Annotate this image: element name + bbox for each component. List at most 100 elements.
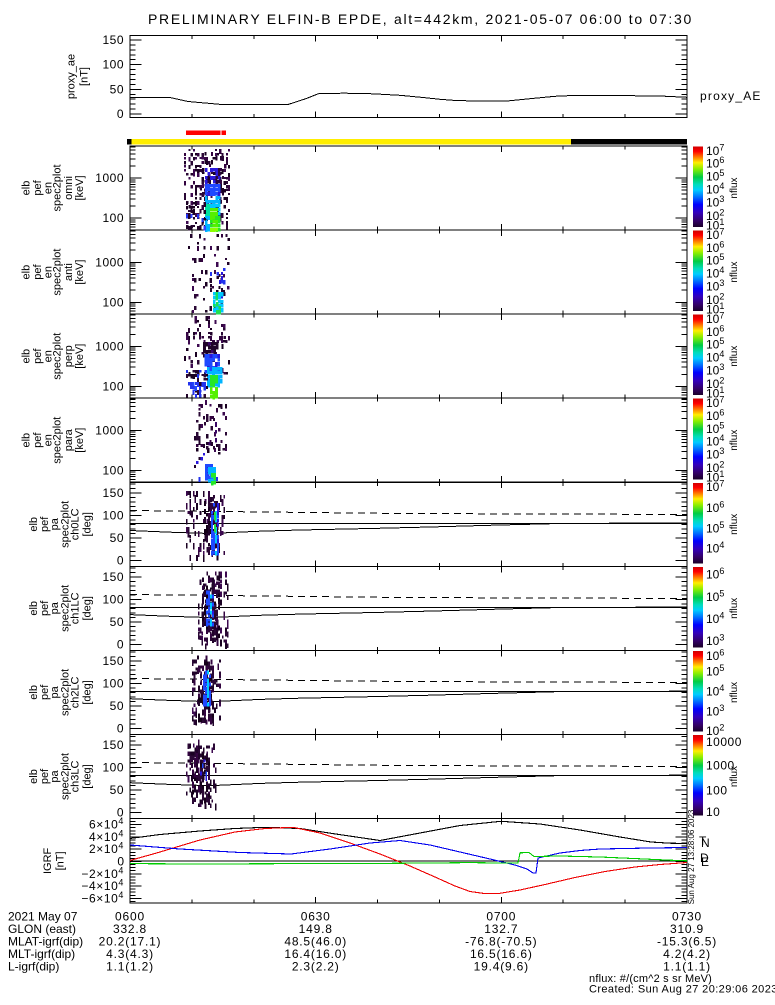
- svg-text:100: 100: [102, 593, 124, 607]
- svg-text:IGRF: IGRF: [42, 847, 54, 874]
- svg-text:nflux: nflux: [729, 598, 740, 619]
- svg-text:en: en: [42, 434, 54, 446]
- svg-text:pef: pef: [39, 684, 51, 700]
- svg-text:150: 150: [102, 486, 124, 500]
- svg-text:0: 0: [117, 855, 124, 869]
- svg-text:150: 150: [102, 33, 124, 47]
- svg-text:2.3(2.2): 2.3(2.2): [292, 960, 340, 974]
- svg-text:−2×104: −2×104: [81, 865, 124, 881]
- svg-text:ch3LC: ch3LC: [70, 761, 82, 793]
- svg-text:16.5(16.6): 16.5(16.6): [470, 947, 533, 961]
- svg-text:-76.8(-70.5): -76.8(-70.5): [465, 935, 537, 949]
- svg-text:Sun Aug 27 13:28:06 2023: Sun Aug 27 13:28:06 2023: [687, 809, 696, 904]
- svg-text:100: 100: [102, 379, 124, 393]
- svg-text:elb: elb: [21, 181, 33, 196]
- svg-text:nflux: #/(cm^2 s sr MeV): nflux: #/(cm^2 s sr MeV): [589, 973, 712, 985]
- svg-text:proxy_AE: proxy_AE: [700, 89, 762, 103]
- svg-text:nflux: nflux: [729, 177, 740, 198]
- svg-text:elb: elb: [28, 601, 40, 616]
- svg-text:nflux: nflux: [729, 682, 740, 703]
- svg-text:PRELIMINARY ELFIN-B EPDE, alt=: PRELIMINARY ELFIN-B EPDE, alt=442km, 202…: [148, 11, 693, 27]
- svg-text:spec2plot: spec2plot: [60, 669, 72, 716]
- svg-text:MLAT-igrf(dip): MLAT-igrf(dip): [8, 935, 83, 949]
- svg-text:10: 10: [706, 805, 720, 819]
- svg-text:en: en: [42, 266, 54, 278]
- svg-text:6×104: 6×104: [89, 816, 124, 832]
- svg-text:1000: 1000: [95, 339, 124, 353]
- svg-text:T: T: [699, 834, 707, 848]
- svg-text:Created: Sun Aug 27 20:29:06 2: Created: Sun Aug 27 20:29:06 2023: [589, 984, 775, 996]
- svg-text:pa: pa: [49, 685, 61, 698]
- svg-text:1.1(1.1): 1.1(1.1): [663, 960, 711, 974]
- svg-text:1000: 1000: [95, 255, 124, 269]
- svg-text:N: N: [701, 836, 710, 850]
- svg-text:[deg]: [deg]: [82, 764, 94, 788]
- svg-text:150: 150: [102, 654, 124, 668]
- svg-text:ch2LC: ch2LC: [70, 676, 82, 708]
- svg-text:0730: 0730: [672, 910, 702, 924]
- svg-text:[deg]: [deg]: [82, 680, 94, 704]
- svg-text:1000: 1000: [95, 171, 124, 185]
- svg-text:2×104: 2×104: [89, 841, 124, 857]
- svg-text:4.2(4.2): 4.2(4.2): [663, 947, 711, 961]
- svg-text:0700: 0700: [486, 910, 516, 924]
- svg-text:0630: 0630: [301, 910, 331, 924]
- svg-text:[nT]: [nT]: [55, 851, 67, 870]
- svg-text:omni: omni: [63, 176, 75, 200]
- svg-text:pef: pef: [32, 432, 44, 448]
- svg-text:elb: elb: [21, 433, 33, 448]
- svg-text:50: 50: [110, 82, 124, 96]
- svg-text:100: 100: [102, 761, 124, 775]
- svg-text:spec2plot: spec2plot: [52, 249, 64, 296]
- svg-text:en: en: [42, 350, 54, 362]
- svg-text:pa: pa: [49, 517, 61, 530]
- svg-text:anti: anti: [63, 263, 75, 281]
- svg-text:elb: elb: [21, 349, 33, 364]
- svg-text:[keV]: [keV]: [74, 175, 86, 200]
- svg-text:pa: pa: [49, 601, 61, 614]
- svg-text:100: 100: [102, 677, 124, 691]
- svg-text:50: 50: [110, 783, 124, 797]
- svg-text:332.8: 332.8: [113, 922, 147, 936]
- svg-text:0: 0: [117, 638, 124, 652]
- svg-text:D: D: [700, 851, 709, 865]
- svg-text:spec2plot: spec2plot: [52, 333, 64, 380]
- svg-text:spec2plot: spec2plot: [60, 501, 72, 548]
- svg-text:pef: pef: [39, 516, 51, 532]
- svg-text:[deg]: [deg]: [82, 512, 94, 536]
- svg-text:[nT]: [nT]: [79, 67, 91, 86]
- svg-text:spec2plot: spec2plot: [60, 753, 72, 800]
- svg-text:149.8: 149.8: [299, 922, 333, 936]
- svg-text:50: 50: [110, 615, 124, 629]
- svg-text:pef: pef: [39, 600, 51, 616]
- svg-text:para: para: [63, 428, 75, 451]
- svg-text:100: 100: [706, 784, 728, 798]
- svg-text:en: en: [42, 182, 54, 194]
- svg-text:0600: 0600: [115, 910, 145, 924]
- svg-text:0: 0: [117, 554, 124, 568]
- svg-text:[deg]: [deg]: [82, 596, 94, 620]
- svg-text:nflux: nflux: [729, 514, 740, 535]
- svg-text:0: 0: [117, 722, 124, 736]
- svg-text:pef: pef: [32, 179, 44, 195]
- svg-text:4.3(4.3): 4.3(4.3): [106, 947, 154, 961]
- svg-text:50: 50: [110, 531, 124, 545]
- svg-text:pef: pef: [32, 348, 44, 364]
- svg-text:GLON (east): GLON (east): [8, 922, 76, 936]
- svg-text:1000: 1000: [95, 423, 124, 437]
- svg-text:ch0LC: ch0LC: [70, 508, 82, 540]
- svg-text:spec2plot: spec2plot: [60, 585, 72, 632]
- svg-text:150: 150: [102, 570, 124, 584]
- svg-text:-15.3(6.5): -15.3(6.5): [657, 935, 717, 949]
- svg-text:perp: perp: [63, 345, 75, 367]
- svg-text:E: E: [701, 855, 709, 869]
- svg-text:[keV]: [keV]: [74, 260, 86, 285]
- svg-text:[keV]: [keV]: [74, 428, 86, 453]
- svg-text:[keV]: [keV]: [74, 344, 86, 369]
- svg-text:132.7: 132.7: [484, 922, 518, 936]
- svg-text:48.5(46.0): 48.5(46.0): [284, 935, 347, 949]
- svg-text:1.1(1.2): 1.1(1.2): [106, 960, 154, 974]
- svg-text:−6×104: −6×104: [81, 890, 124, 906]
- svg-text:nflux: nflux: [729, 262, 740, 283]
- svg-text:10000: 10000: [706, 735, 742, 749]
